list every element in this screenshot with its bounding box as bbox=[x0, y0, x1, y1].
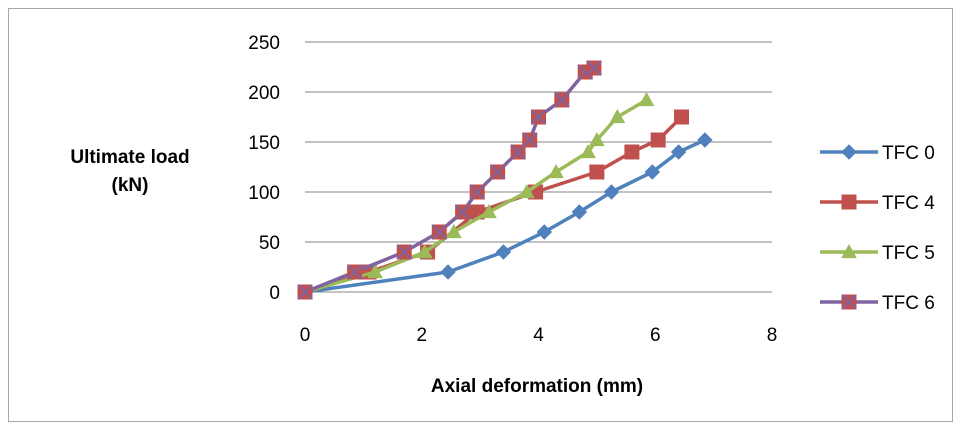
legend-label: TFC 5 bbox=[882, 243, 935, 264]
data-point bbox=[297, 284, 313, 300]
data-point bbox=[446, 223, 462, 239]
x-tick-label: 4 bbox=[533, 325, 544, 346]
marker-cross-stroke bbox=[297, 284, 313, 300]
legend-item: TFC 0 bbox=[820, 143, 935, 164]
data-point bbox=[518, 183, 535, 199]
data-point bbox=[454, 204, 471, 220]
marker-cross-stroke bbox=[469, 184, 485, 200]
y-tick-label: 0 bbox=[269, 283, 280, 304]
data-point bbox=[609, 108, 626, 124]
legend-marker bbox=[841, 294, 857, 310]
y-tick-label: 50 bbox=[259, 233, 280, 254]
y-tick-label: 100 bbox=[248, 183, 280, 204]
marker-cross-stroke bbox=[522, 132, 538, 148]
data-point bbox=[431, 224, 447, 240]
data-point bbox=[416, 243, 433, 259]
series-line bbox=[304, 66, 595, 294]
legend-marker bbox=[841, 243, 857, 259]
chart-frame bbox=[8, 8, 953, 422]
legend-marker bbox=[841, 194, 857, 210]
marker-cross-stroke bbox=[554, 92, 570, 108]
data-point bbox=[469, 184, 485, 200]
data-point bbox=[638, 91, 655, 107]
data-point bbox=[697, 132, 713, 148]
x-axis-title: Axial deformation (mm) bbox=[431, 376, 643, 397]
data-point bbox=[396, 244, 412, 260]
data-point bbox=[522, 132, 538, 148]
data-point bbox=[548, 163, 564, 179]
marker-cross-stroke bbox=[841, 294, 857, 310]
marker-cross-stroke bbox=[489, 164, 506, 180]
data-point bbox=[650, 132, 666, 148]
data-point bbox=[346, 264, 363, 280]
data-point bbox=[489, 164, 506, 180]
data-point bbox=[495, 244, 512, 260]
data-point bbox=[624, 144, 640, 160]
y-tick-label: 200 bbox=[248, 83, 280, 104]
legend: TFC 0 TFC 4 TFC 5 TFC 6 bbox=[820, 143, 935, 314]
marker-cross-stroke bbox=[346, 264, 363, 280]
y-tick-label: 250 bbox=[248, 33, 280, 54]
legend-marker bbox=[841, 144, 857, 160]
series-tfc-6 bbox=[297, 60, 602, 300]
data-point bbox=[674, 109, 690, 125]
y-axis-title-line-1: Ultimate load bbox=[70, 147, 189, 168]
legend-label: TFC 0 bbox=[882, 143, 935, 164]
data-point bbox=[530, 109, 547, 125]
data-point bbox=[536, 224, 553, 240]
data-point bbox=[571, 204, 588, 220]
gridlines bbox=[305, 41, 772, 293]
legend-item: TFC 5 bbox=[820, 243, 935, 264]
data-point bbox=[440, 264, 456, 280]
data-point bbox=[554, 92, 570, 108]
x-tick-label: 6 bbox=[650, 325, 661, 346]
series-tfc-0 bbox=[297, 132, 713, 300]
marker-cross-stroke bbox=[530, 109, 547, 125]
marker-cross-stroke bbox=[586, 60, 602, 76]
data-point bbox=[586, 60, 602, 76]
x-tick-labels: 0 2 4 6 8 bbox=[300, 325, 778, 346]
series-group bbox=[297, 60, 713, 300]
y-tick-label: 150 bbox=[248, 133, 280, 154]
x-tick-label: 8 bbox=[767, 325, 778, 346]
legend-label: TFC 6 bbox=[882, 293, 935, 314]
data-point bbox=[589, 164, 605, 180]
data-point bbox=[580, 143, 596, 159]
y-axis-title-line-2: (kN) bbox=[112, 175, 149, 196]
x-tick-label: 0 bbox=[300, 325, 311, 346]
legend-item: TFC 4 bbox=[820, 193, 935, 214]
data-point bbox=[603, 184, 620, 200]
data-point bbox=[367, 263, 383, 279]
x-tick-label: 2 bbox=[416, 325, 427, 346]
marker-cross-stroke bbox=[396, 244, 412, 260]
marker-cross-stroke bbox=[431, 224, 447, 240]
marker-cross-stroke bbox=[454, 204, 471, 220]
y-tick-labels: 0 50 100 150 200 250 bbox=[248, 33, 280, 304]
data-point bbox=[670, 144, 687, 160]
legend-item: TFC 6 bbox=[820, 293, 935, 314]
data-point bbox=[481, 203, 497, 219]
legend-label: TFC 4 bbox=[882, 193, 935, 214]
data-point bbox=[644, 164, 661, 180]
data-point bbox=[589, 131, 605, 147]
